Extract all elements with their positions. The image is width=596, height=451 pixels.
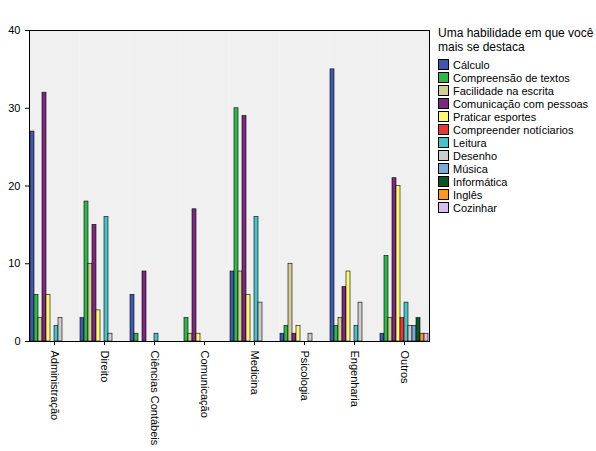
- html-text:Inglês: Inglês: [453, 188, 483, 201]
- html-text:Cálculo: Cálculo: [453, 58, 490, 71]
- html-text:Cozinhar: Cozinhar: [453, 201, 497, 214]
- svg-text:20: 20: [8, 180, 20, 192]
- svg-text:Engenharia: Engenharia: [349, 351, 361, 408]
- html-text:Praticar esportes: Praticar esportes: [453, 110, 537, 123]
- svg-text:30: 30: [8, 102, 20, 114]
- html-text:Informática: Informática: [453, 175, 508, 188]
- html-text:Compreensão de textos: Compreensão de textos: [453, 71, 570, 84]
- svg-text:Administração: Administração: [49, 351, 61, 421]
- svg-text:Direito: Direito: [99, 351, 111, 383]
- html-text:Compreender notíciarios: Compreender notíciarios: [453, 123, 574, 136]
- svg-text:Psicologia: Psicologia: [299, 351, 311, 402]
- html-text:Desenho: Desenho: [453, 149, 497, 162]
- svg-text:Medicina: Medicina: [249, 351, 261, 396]
- svg-text:0: 0: [14, 335, 20, 347]
- svg-text:40: 40: [8, 24, 20, 36]
- svg-text:10: 10: [8, 257, 20, 269]
- html-text:Facilidade na escrita: Facilidade na escrita: [453, 84, 554, 97]
- svg-text:Outros: Outros: [399, 351, 411, 385]
- html-text:Uma habilidade em que você mai: Uma habilidade em que você mais se desta…: [438, 26, 594, 54]
- svg-text:Ciências Contábeis: Ciências Contábeis: [149, 351, 161, 446]
- html-text:Música: Música: [453, 162, 488, 175]
- html-text:Comunicação com pessoas: Comunicação com pessoas: [453, 97, 589, 110]
- svg-text:Comunicação: Comunicação: [199, 351, 211, 418]
- html-text:Leitura: Leitura: [453, 136, 487, 149]
